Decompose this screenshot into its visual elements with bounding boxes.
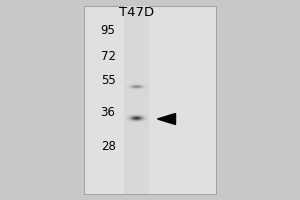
Bar — [84, 6, 216, 194]
Text: 28: 28 — [100, 140, 116, 154]
Bar — [124, 6, 149, 194]
Text: 36: 36 — [100, 106, 116, 119]
Text: 72: 72 — [100, 49, 116, 62]
Text: 55: 55 — [101, 74, 116, 88]
Polygon shape — [158, 113, 175, 124]
Text: T47D: T47D — [119, 6, 154, 20]
Text: 95: 95 — [100, 24, 116, 38]
